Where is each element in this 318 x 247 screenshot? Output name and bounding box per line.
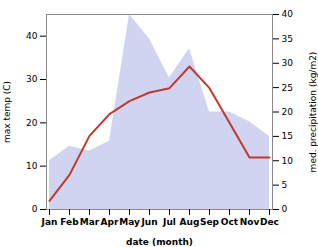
- svg-text:20: 20: [282, 107, 294, 117]
- svg-text:20: 20: [26, 118, 38, 128]
- svg-text:15: 15: [282, 131, 293, 141]
- svg-text:Dec: Dec: [260, 217, 279, 227]
- svg-text:35: 35: [282, 34, 293, 44]
- svg-text:0: 0: [282, 204, 288, 214]
- svg-text:Oct: Oct: [221, 217, 239, 227]
- svg-text:Apr: Apr: [101, 217, 119, 227]
- svg-text:Jan: Jan: [41, 217, 58, 227]
- svg-text:Jun: Jun: [140, 217, 157, 227]
- svg-text:date (month): date (month): [126, 237, 193, 247]
- svg-text:Sep: Sep: [200, 217, 220, 227]
- svg-text:max temp (C): max temp (C): [2, 81, 12, 143]
- svg-text:10: 10: [26, 161, 38, 171]
- svg-text:Jul: Jul: [162, 217, 176, 227]
- svg-text:30: 30: [282, 58, 294, 68]
- svg-text:med. precipitation (kg/m2): med. precipitation (kg/m2): [308, 52, 318, 173]
- svg-text:30: 30: [26, 74, 38, 84]
- svg-text:Aug: Aug: [180, 217, 200, 227]
- svg-text:40: 40: [26, 31, 38, 41]
- svg-text:Mar: Mar: [80, 217, 100, 227]
- svg-text:40: 40: [282, 9, 294, 19]
- svg-text:Feb: Feb: [60, 217, 79, 227]
- svg-text:Nov: Nov: [240, 217, 260, 227]
- svg-text:0: 0: [32, 204, 38, 214]
- svg-text:25: 25: [282, 83, 293, 93]
- svg-text:5: 5: [282, 180, 288, 190]
- svg-text:10: 10: [282, 156, 294, 166]
- svg-text:May: May: [119, 217, 140, 227]
